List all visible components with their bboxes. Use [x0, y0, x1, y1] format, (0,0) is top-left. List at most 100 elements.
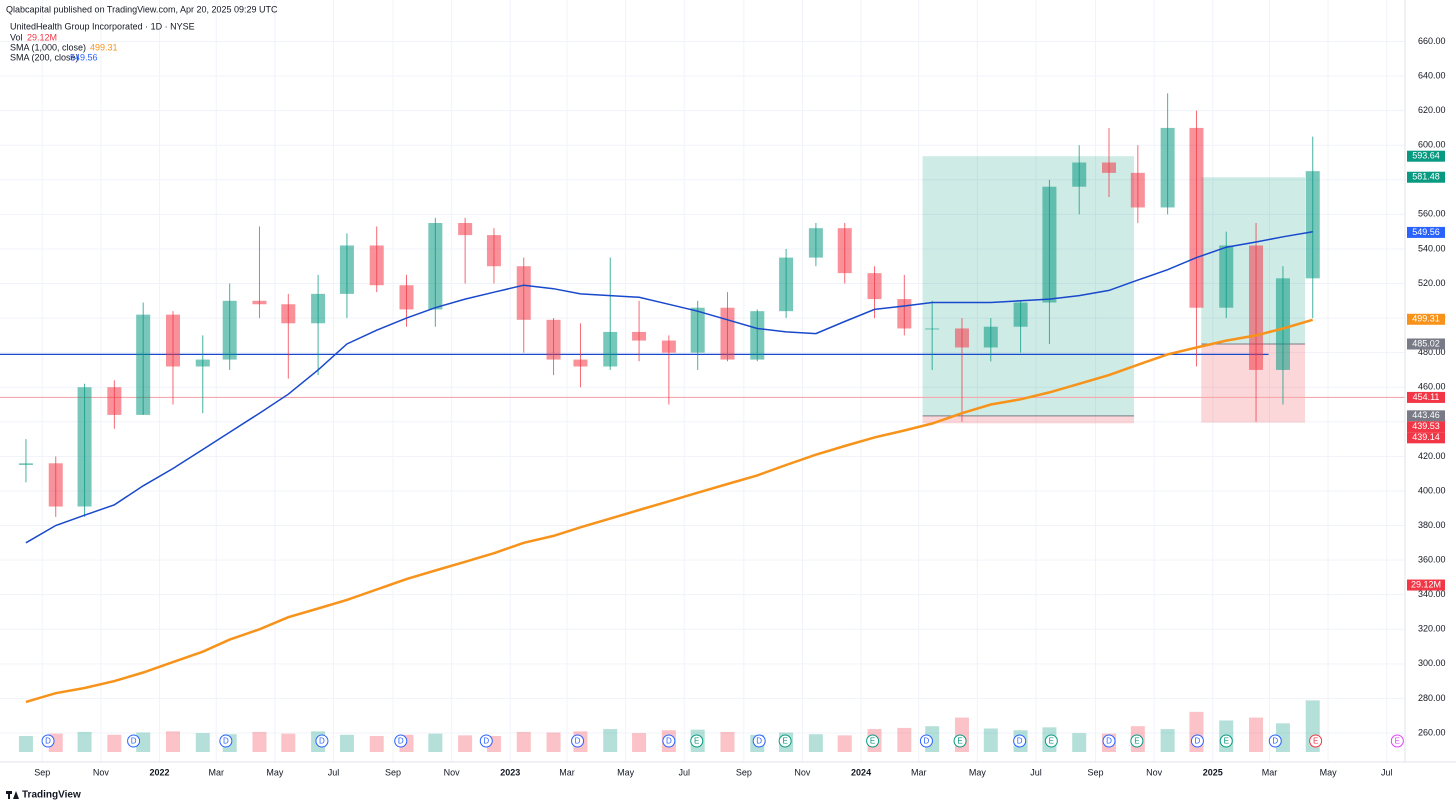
- candle-body: [720, 307, 735, 360]
- price-label: 593.64: [1412, 151, 1440, 161]
- loss-zone: [922, 415, 1134, 424]
- x-tick-label: Nov: [93, 767, 110, 777]
- x-tick-label: Jul: [1030, 767, 1042, 777]
- y-tick-label: 540.00: [1418, 243, 1446, 253]
- event-marker: [1013, 734, 1027, 748]
- y-tick-label: 640.00: [1418, 70, 1446, 80]
- volume-bar: [136, 732, 151, 752]
- event-marker: [219, 734, 233, 748]
- candle-body: [1130, 172, 1145, 208]
- candle-body: [1275, 278, 1290, 370]
- legend-name: SMA (200, close): [10, 52, 79, 62]
- event-label: D: [924, 737, 930, 746]
- event-marker: [1390, 734, 1404, 748]
- x-tick-label: 2024: [851, 767, 871, 777]
- event-marker: [662, 734, 676, 748]
- x-tick-label: 2025: [1203, 767, 1223, 777]
- event-label: E: [870, 737, 875, 746]
- candle-body: [1102, 162, 1117, 173]
- candle-body: [661, 340, 676, 353]
- volume-bar: [516, 731, 531, 752]
- event-label: D: [666, 737, 672, 746]
- event-label: E: [1224, 737, 1229, 746]
- candle-body: [458, 223, 473, 236]
- x-tick-label: Jul: [328, 767, 340, 777]
- price-label: 499.31: [1412, 314, 1440, 324]
- event-marker: [752, 734, 766, 748]
- candle-body: [311, 293, 326, 324]
- candle-body: [222, 300, 237, 360]
- volume-bar: [1249, 717, 1264, 752]
- x-tick-label: Mar: [911, 767, 927, 777]
- event-label: D: [756, 737, 762, 746]
- volume-label: 29.12M: [1411, 579, 1441, 589]
- price-label-box: [1407, 313, 1445, 325]
- event-marker: [1044, 734, 1058, 748]
- event-label: D: [1017, 737, 1023, 746]
- candle-body: [925, 328, 940, 330]
- y-tick-label: 520.00: [1418, 278, 1446, 288]
- volume-bar: [546, 732, 561, 752]
- event-label: D: [131, 737, 137, 746]
- event-label: D: [319, 737, 325, 746]
- candle-body: [281, 304, 296, 324]
- candle-body: [136, 314, 151, 415]
- symbol: UnitedHealth Group Incorporated · 1D · N…: [10, 21, 195, 31]
- event-marker: [1268, 734, 1282, 748]
- candle-body: [779, 257, 794, 312]
- event-label: E: [1313, 737, 1318, 746]
- price-label: 439.53: [1412, 421, 1440, 431]
- event-marker: [919, 734, 933, 748]
- event-label: E: [1134, 737, 1139, 746]
- candle-body: [1042, 186, 1057, 303]
- candle-body: [399, 285, 414, 310]
- x-tick-label: Nov: [1146, 767, 1163, 777]
- event-marker: [690, 734, 704, 748]
- price-label-box: [1407, 410, 1445, 422]
- event-label: D: [1272, 737, 1278, 746]
- price-label: 439.14: [1412, 432, 1440, 442]
- candle-body: [165, 314, 180, 367]
- candle-body: [1189, 127, 1204, 308]
- volume-bar: [837, 735, 852, 752]
- candle-body: [632, 331, 647, 341]
- candle-body: [546, 319, 561, 360]
- y-tick-label: 620.00: [1418, 105, 1446, 115]
- candle-body: [1072, 162, 1087, 187]
- y-tick-label: 380.00: [1418, 520, 1446, 530]
- volume-bar: [983, 728, 998, 752]
- y-tick-label: 320.00: [1418, 624, 1446, 634]
- volume-label-box: [1407, 579, 1445, 591]
- event-marker: [315, 734, 329, 748]
- x-tick-label: Sep: [385, 767, 401, 777]
- candle-body: [750, 311, 765, 360]
- candle-body: [428, 223, 443, 310]
- sma-line: [25, 230, 1313, 544]
- price-label-box: [1407, 391, 1445, 403]
- volume-bar: [603, 729, 618, 752]
- volume-bar: [18, 735, 33, 752]
- price-label-box: [1407, 150, 1445, 162]
- event-marker: [778, 734, 792, 748]
- legend-value: 549.56: [70, 52, 98, 62]
- candle-body: [1160, 127, 1175, 208]
- x-tick-label: 2022: [150, 767, 170, 777]
- y-tick-label: 420.00: [1418, 451, 1446, 461]
- candle-body: [603, 331, 618, 367]
- event-marker: [953, 734, 967, 748]
- x-tick-label: Nov: [794, 767, 811, 777]
- event-marker: [1130, 734, 1144, 748]
- candle-body: [77, 387, 92, 507]
- y-tick-label: 280.00: [1418, 693, 1446, 703]
- candle-body: [195, 359, 210, 367]
- candle-body: [837, 228, 852, 274]
- x-tick-label: Sep: [1088, 767, 1104, 777]
- volume-bar: [428, 733, 443, 752]
- price-label: 454.11: [1413, 392, 1440, 402]
- candle-body: [690, 307, 705, 353]
- x-tick-label: Mar: [559, 767, 575, 777]
- legend-value: 499.31: [90, 42, 118, 52]
- y-tick-label: 260.00: [1418, 727, 1446, 737]
- x-tick-label: Mar: [1262, 767, 1278, 777]
